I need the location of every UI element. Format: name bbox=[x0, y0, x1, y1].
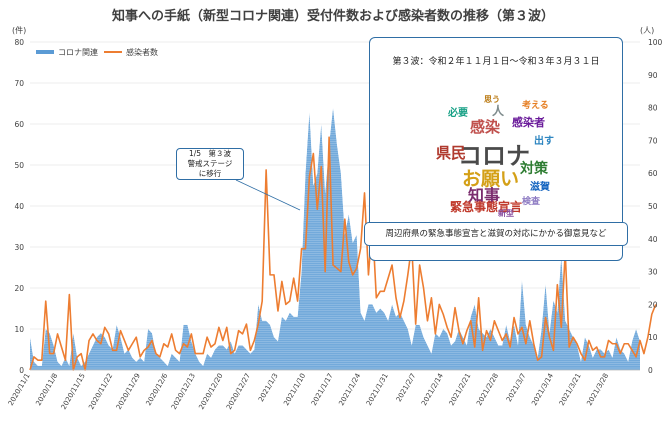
right-tick-label: 30 bbox=[648, 268, 658, 277]
left-tick-label: 30 bbox=[14, 243, 24, 252]
x-tick-label: 2021/2/7 bbox=[395, 372, 418, 403]
left-tick-label: 0 bbox=[19, 366, 24, 375]
word-cloud-word: 人 bbox=[492, 104, 505, 118]
right-tick-label: 10 bbox=[648, 333, 658, 342]
x-tick-label: 2021/3/7 bbox=[505, 372, 528, 403]
x-axis-ticks: 2020/11/1 2020/11/8 2020/11/15 2020/11/22 20… bbox=[7, 369, 640, 411]
right-axis-unit: (人) bbox=[640, 26, 654, 35]
word-cloud: コロナ お願い 知事 感染 県民緊急事態宣言 対策 感染者滋賀検査 考える出す 人 必要 思う新型 bbox=[430, 86, 560, 218]
callout-line-1: 1/5 第３波 bbox=[188, 149, 232, 158]
left-tick-label: 40 bbox=[14, 202, 24, 211]
left-tick-label: 20 bbox=[14, 284, 24, 293]
right-tick-label: 60 bbox=[648, 169, 658, 178]
x-tick-label: 2021/3/21 bbox=[558, 372, 583, 407]
left-axis-unit: (件) bbox=[12, 25, 26, 35]
word-cloud-word: お願い bbox=[462, 168, 520, 190]
word-cloud-word: 出す bbox=[534, 136, 554, 147]
word-cloud-word: 思う bbox=[484, 95, 500, 104]
x-tick-label: 2020/12/27 bbox=[225, 372, 252, 411]
line-series-infections bbox=[29, 136, 657, 371]
infections-line bbox=[29, 136, 657, 371]
wave-period-title: 第３波：令和２年１１月１日～令和３年３月３１日 bbox=[392, 57, 600, 67]
right-tick-label: 0 bbox=[648, 366, 653, 375]
right-tick-label: 20 bbox=[648, 300, 658, 309]
right-tick-label: 50 bbox=[648, 202, 658, 211]
word-cloud-word: 新型 bbox=[498, 209, 514, 218]
x-tick-label: 2021/1/3 bbox=[257, 372, 280, 403]
x-tick-label: 2020/11/22 bbox=[87, 372, 114, 411]
right-tick-label: 90 bbox=[648, 71, 658, 80]
x-tick-label: 2020/11/15 bbox=[60, 372, 87, 411]
left-tick-label: 80 bbox=[14, 38, 24, 47]
word-cloud-word: 考える bbox=[522, 101, 549, 111]
x-tick-label: 2021/3/28 bbox=[585, 372, 610, 407]
x-tick-label: 2020/11/29 bbox=[115, 372, 142, 411]
x-tick-label: 2021/1/31 bbox=[365, 372, 390, 407]
chart-title: 知事への手紙（新型コロナ関連）受付件数および感染者数の推移（第３波） bbox=[112, 8, 554, 24]
word-cloud-word: 緊急事態宣言 bbox=[450, 200, 523, 214]
legend-label-corona: コロナ関連 bbox=[58, 47, 98, 57]
x-tick-label: 2021/2/28 bbox=[475, 372, 500, 407]
callout-pointer bbox=[235, 179, 301, 211]
x-tick-label: 2020/12/20 bbox=[197, 372, 224, 411]
legend-label-infections: 感染者数 bbox=[126, 47, 158, 57]
word-cloud-word: 県民 bbox=[436, 144, 467, 162]
word-cloud-word: 知事 bbox=[468, 186, 501, 205]
x-tick-label: 2021/1/17 bbox=[310, 372, 335, 407]
x-tick-label: 2020/12/6 bbox=[145, 372, 170, 408]
x-tick-label: 2020/12/13 bbox=[170, 372, 197, 411]
x-tick-label: 2021/3/14 bbox=[530, 372, 555, 408]
word-cloud-word: コロナ bbox=[458, 142, 530, 170]
word-cloud-word: 感染 bbox=[470, 118, 501, 136]
left-axis-ticks: 0 10 20 30 40 50 60 70 80 bbox=[14, 38, 24, 375]
right-tick-label: 80 bbox=[648, 104, 658, 113]
corona-area bbox=[30, 107, 640, 370]
legend: コロナ関連 感染者数 bbox=[36, 47, 158, 57]
word-cloud-word: 感染者 bbox=[512, 116, 545, 129]
callout-line-3: に移行 bbox=[198, 169, 222, 178]
left-tick-label: 60 bbox=[14, 120, 24, 129]
right-tick-label: 70 bbox=[648, 136, 658, 145]
x-tick-label: 2021/1/10 bbox=[282, 372, 307, 407]
word-cloud-word: 必要 bbox=[448, 108, 468, 119]
right-tick-label: 100 bbox=[648, 38, 663, 47]
left-tick-label: 10 bbox=[14, 325, 24, 334]
x-tick-label: 2021/2/14 bbox=[420, 372, 445, 408]
opinion-summary-box: 周辺府県の緊急事態宣言と滋賀の対応にかかる御意見など bbox=[364, 222, 628, 246]
right-axis-ticks: 0 10 20 30 40 50 60 70 80 90 100 bbox=[648, 38, 663, 375]
x-tick-label: 2021/2/21 bbox=[448, 372, 473, 407]
word-cloud-word: 検査 bbox=[522, 197, 541, 207]
callout-line-2: 警戒ステージ bbox=[187, 159, 233, 168]
right-tick-label: 40 bbox=[648, 235, 658, 244]
left-tick-label: 70 bbox=[14, 79, 24, 88]
x-tick-label: 2021/1/24 bbox=[337, 372, 362, 408]
x-tick-label: 2020/11/8 bbox=[34, 372, 59, 407]
callout-alert-stage: 1/5 第３波 警戒ステージ に移行 bbox=[176, 148, 244, 180]
left-tick-label: 50 bbox=[14, 161, 24, 170]
x-tick-label: 2020/11/1 bbox=[7, 372, 32, 407]
word-cloud-word: 滋賀 bbox=[530, 182, 550, 193]
word-cloud-word: 対策 bbox=[520, 161, 548, 177]
